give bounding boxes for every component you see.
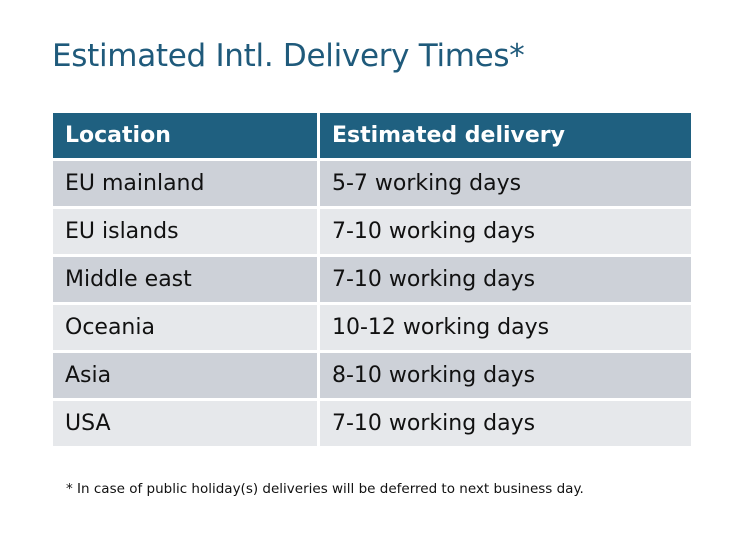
footnote: * In case of public holiday(s) deliverie… [66,481,584,497]
delivery-cell: 7-10 working days [320,257,691,302]
delivery-times-table: Location Estimated delivery EU mainland … [50,110,694,449]
table-header-row: Location Estimated delivery [53,113,691,158]
table-row: EU islands 7-10 working days [53,209,691,254]
delivery-cell: 8-10 working days [320,353,691,398]
location-cell: Middle east [53,257,317,302]
page-title: Estimated Intl. Delivery Times* [52,38,525,74]
table-row: EU mainland 5-7 working days [53,161,691,206]
location-cell: EU mainland [53,161,317,206]
table-row: USA 7-10 working days [53,401,691,446]
header-location: Location [53,113,317,158]
delivery-cell: 7-10 working days [320,401,691,446]
location-cell: USA [53,401,317,446]
table-row: Oceania 10-12 working days [53,305,691,350]
location-cell: Asia [53,353,317,398]
delivery-cell: 7-10 working days [320,209,691,254]
table-row: Asia 8-10 working days [53,353,691,398]
delivery-cell: 10-12 working days [320,305,691,350]
location-cell: Oceania [53,305,317,350]
table-row: Middle east 7-10 working days [53,257,691,302]
header-estimated-delivery: Estimated delivery [320,113,691,158]
location-cell: EU islands [53,209,317,254]
delivery-cell: 5-7 working days [320,161,691,206]
